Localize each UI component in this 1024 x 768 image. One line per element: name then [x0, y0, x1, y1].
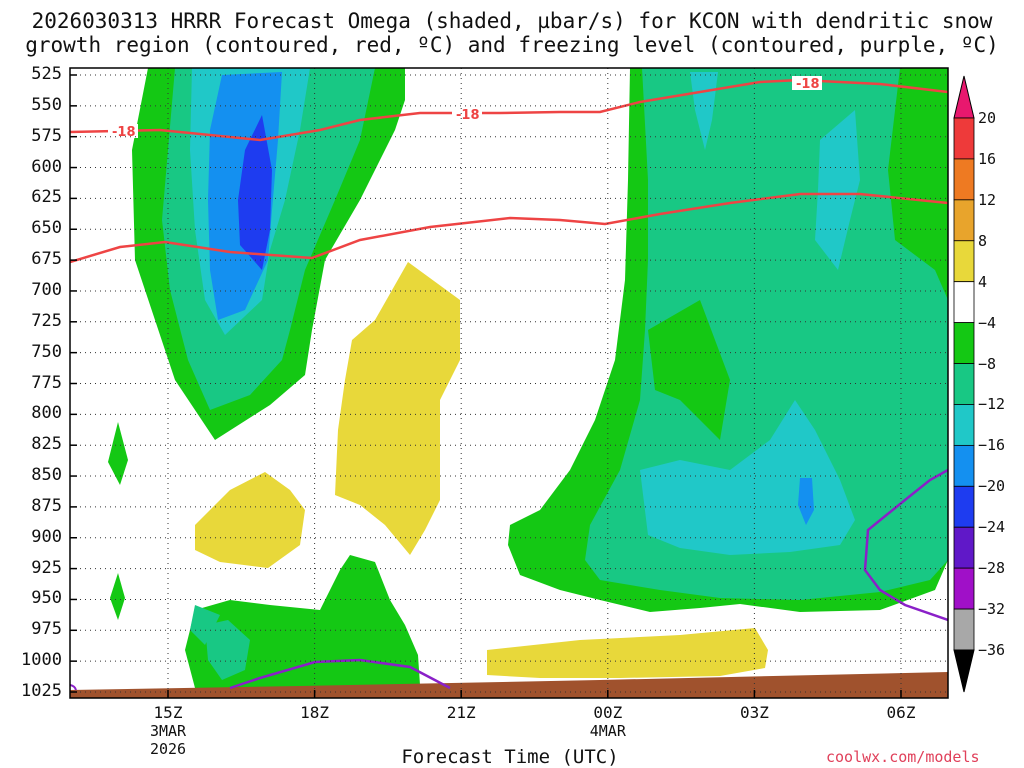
- terrain-surface: [70, 672, 948, 698]
- y-tick-label: 650: [31, 218, 62, 239]
- x-tick-label: 15Z 3MAR 2026: [128, 703, 208, 759]
- omega-region-teal-small: [190, 605, 220, 645]
- colorbar-label: −24: [978, 518, 1006, 537]
- omega-region-green-intrusion: [648, 300, 730, 440]
- x-tick-label: 21Z: [421, 704, 501, 722]
- y-tick-label: 550: [31, 94, 62, 115]
- colorbar-swatch: [953, 485, 975, 528]
- x-tick-hour: 15Z: [153, 703, 183, 722]
- omega-region-teal-lower: [205, 620, 250, 680]
- x-tick-hour: 06Z: [886, 703, 916, 722]
- y-tick-label: 975: [31, 619, 62, 640]
- x-tick-label: 03Z: [714, 704, 794, 722]
- colorbar-swatch: [953, 608, 975, 651]
- x-tick-date: 4MAR: [589, 722, 626, 740]
- omega-region-green-spot2: [110, 573, 125, 620]
- freezing-contour-left: [229, 658, 451, 690]
- grid-lines: [70, 68, 948, 698]
- x-tick-label: 00Z 4MAR: [568, 703, 648, 741]
- colorbar: [953, 75, 975, 693]
- y-tick-label: 850: [31, 465, 62, 486]
- colorbar-swatch: [953, 158, 975, 201]
- colorbar-label: 20: [978, 109, 997, 127]
- x-tick-hour: 18Z: [300, 703, 330, 722]
- colorbar-label: −20: [978, 477, 1006, 496]
- freezing-contour-right: [863, 468, 948, 622]
- y-tick-label: 750: [31, 341, 62, 362]
- chart-title-line2: growth region (contoured, red, ºC) and f…: [25, 33, 999, 57]
- x-tick-hour: 03Z: [739, 703, 769, 722]
- omega-region-blue-right: [798, 478, 814, 525]
- y-tick-label: 875: [31, 495, 62, 516]
- colorbar-label: −32: [978, 600, 1006, 619]
- colorbar-label: −16: [978, 436, 1006, 455]
- colorbar-label: 12: [978, 190, 997, 209]
- omega-region-yellow-2: [195, 472, 305, 568]
- y-tick-label: 900: [31, 526, 62, 547]
- colorbar-swatch: [953, 240, 975, 283]
- colorbar-label: 16: [978, 149, 997, 168]
- colorbar-swatch: [953, 404, 975, 446]
- omega-region-cyan-right: [640, 400, 855, 555]
- colorbar-label: −4: [978, 313, 997, 332]
- credit-link[interactable]: coolwx.com/models: [826, 748, 980, 766]
- colorbar-swatch: [953, 281, 975, 324]
- y-tick-label: 700: [31, 279, 62, 300]
- y-tick-label: 575: [31, 125, 62, 146]
- y-tick-label: 525: [31, 64, 62, 84]
- x-tick-hour: 00Z: [593, 703, 623, 722]
- omega-region-cyan-upper: [815, 110, 860, 270]
- colorbar-swatch: [953, 199, 975, 242]
- dgz-label-1: -18: [112, 125, 136, 140]
- colorbar-swatch: [953, 444, 975, 487]
- colorbar-label: 8: [978, 231, 988, 250]
- y-tick-label: 825: [31, 434, 62, 455]
- colorbar-swatch: [953, 363, 975, 405]
- x-tick-year: 2026: [149, 740, 187, 758]
- colorbar-label: −8: [978, 354, 997, 373]
- colorbar-swatch: [953, 117, 975, 160]
- colorbar-label: −36: [978, 641, 1006, 659]
- x-axis-title: Forecast Time (UTC): [401, 746, 619, 768]
- colorbar-label: −28: [978, 559, 1006, 578]
- dgz-contour-lower: [70, 192, 948, 264]
- y-tick-label: 925: [31, 557, 62, 578]
- y-tick-label: 675: [31, 249, 62, 270]
- dgz-labels: -18 -18 -18: [108, 76, 822, 140]
- colorbar-top-arrow: [953, 75, 975, 119]
- y-tick-label: 600: [31, 156, 62, 177]
- colorbar-label: −12: [978, 395, 1006, 414]
- y-tick-label: 625: [31, 187, 62, 208]
- colorbar-swatch: [953, 567, 975, 610]
- y-tick-label: 800: [31, 403, 62, 424]
- y-tick-label: 1025: [21, 681, 62, 701]
- colorbar-swatch: [953, 322, 975, 364]
- x-tick-date: 3MAR: [149, 722, 187, 740]
- chart-title-line1: 2026030313 HRRR Forecast Omega (shaded, …: [31, 9, 993, 33]
- y-tick-label: 950: [31, 588, 62, 609]
- omega-region-yellow-3: [487, 628, 768, 678]
- colorbar-bottom-arrow: [953, 649, 975, 693]
- x-tick-hour: 21Z: [446, 703, 476, 722]
- omega-region-yellow-1: [335, 262, 460, 555]
- y-tick-label: 775: [31, 372, 62, 393]
- freezing-contour-corner: [70, 684, 77, 691]
- x-tick-label: 06Z: [861, 704, 941, 722]
- y-tick-label: 1000: [21, 650, 62, 671]
- omega-region-green-spot1: [108, 422, 128, 485]
- omega-shading: [70, 68, 948, 698]
- dgz-label-2: -18: [456, 108, 480, 123]
- x-tick-label: 18Z: [275, 704, 355, 722]
- omega-region-darkblue-left: [238, 115, 272, 270]
- y-tick-label: 725: [31, 310, 62, 331]
- colorbar-swatch: [953, 526, 975, 569]
- axis-ticks: [70, 74, 902, 698]
- dgz-label-3: -18: [796, 77, 820, 92]
- colorbar-label: 4: [978, 272, 988, 291]
